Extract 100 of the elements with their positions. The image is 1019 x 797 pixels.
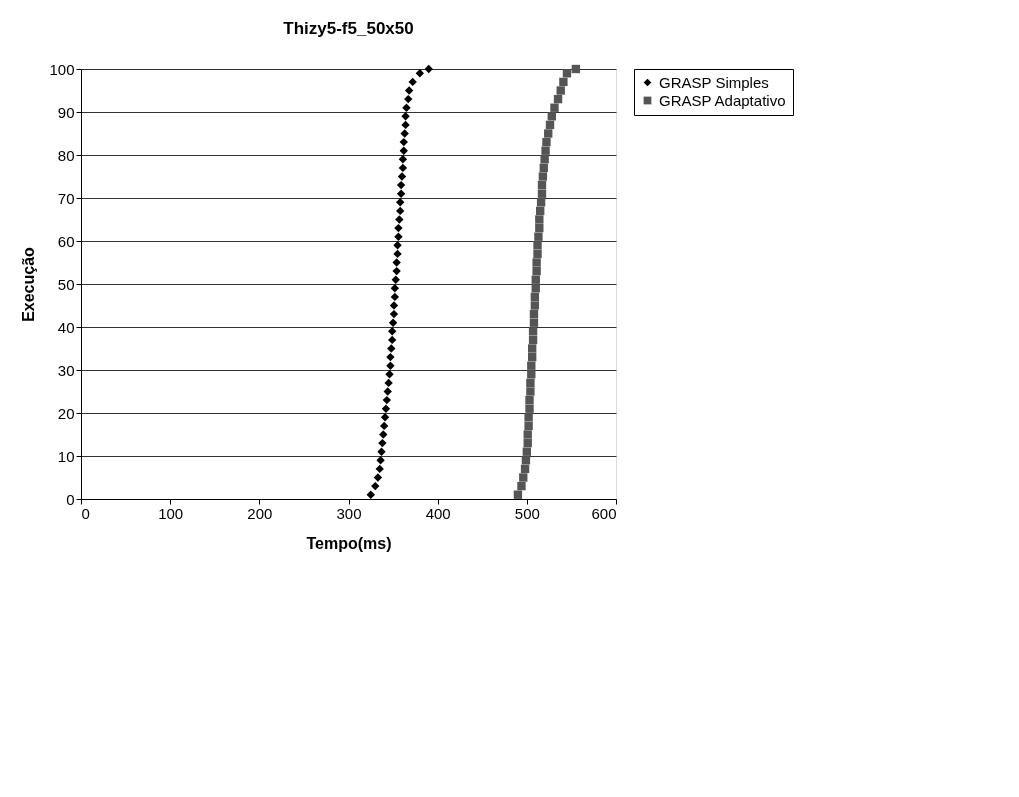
point bbox=[556, 86, 565, 95]
point bbox=[389, 309, 399, 319]
point bbox=[528, 335, 538, 345]
x-tick-label: 400 bbox=[425, 504, 451, 522]
y-tick-label: 80 bbox=[57, 146, 75, 164]
x-tick-label: 300 bbox=[336, 504, 362, 522]
point bbox=[395, 215, 404, 224]
point bbox=[534, 232, 543, 241]
point bbox=[547, 112, 556, 121]
y-axis-title: Execução bbox=[20, 246, 38, 322]
point bbox=[398, 163, 408, 173]
point bbox=[379, 430, 388, 439]
point bbox=[536, 206, 545, 216]
point bbox=[523, 438, 532, 448]
point bbox=[400, 129, 409, 138]
x-tick-label: 500 bbox=[514, 504, 540, 522]
x-axis-title: Tempo(ms) bbox=[306, 534, 392, 552]
point bbox=[537, 189, 547, 198]
point bbox=[390, 292, 400, 302]
point bbox=[396, 189, 406, 198]
point bbox=[529, 318, 539, 327]
point bbox=[375, 464, 384, 474]
point bbox=[517, 481, 526, 491]
point bbox=[519, 473, 528, 482]
point bbox=[424, 64, 433, 74]
point bbox=[527, 370, 536, 379]
point bbox=[402, 103, 411, 112]
point bbox=[530, 292, 540, 302]
point bbox=[513, 490, 523, 499]
point bbox=[393, 241, 402, 250]
point bbox=[521, 456, 531, 465]
point bbox=[533, 249, 542, 259]
point bbox=[545, 120, 555, 130]
point bbox=[393, 249, 402, 259]
point bbox=[541, 146, 550, 155]
point bbox=[384, 378, 393, 388]
point bbox=[525, 404, 534, 413]
point bbox=[398, 155, 408, 164]
y-tick-label: 100 bbox=[49, 60, 75, 78]
point bbox=[379, 421, 389, 431]
legend-label: GRASP Simples bbox=[659, 73, 769, 91]
point bbox=[394, 223, 403, 233]
point bbox=[366, 490, 375, 499]
x-tick-label: 200 bbox=[247, 504, 273, 522]
point bbox=[396, 198, 405, 207]
y-tick-label: 0 bbox=[66, 490, 75, 508]
point bbox=[524, 413, 533, 422]
point bbox=[388, 335, 397, 345]
point bbox=[533, 241, 542, 250]
point bbox=[562, 69, 572, 78]
point bbox=[520, 464, 530, 474]
point bbox=[381, 404, 391, 413]
point bbox=[392, 258, 401, 267]
point bbox=[401, 112, 410, 121]
chart-title: Thizy5-f5_50x50 bbox=[283, 19, 414, 38]
y-tick-label: 20 bbox=[57, 404, 75, 422]
x-tick-label: 0 bbox=[81, 504, 90, 522]
point bbox=[532, 258, 541, 267]
point bbox=[523, 430, 532, 439]
point bbox=[377, 447, 386, 456]
y-tick-label: 30 bbox=[57, 361, 75, 379]
point bbox=[527, 361, 536, 370]
point bbox=[371, 481, 380, 491]
point bbox=[394, 232, 403, 241]
point bbox=[571, 64, 581, 74]
point bbox=[528, 327, 538, 336]
point bbox=[531, 284, 540, 293]
point bbox=[404, 94, 413, 104]
point bbox=[531, 275, 540, 284]
point bbox=[391, 275, 400, 284]
point bbox=[524, 421, 533, 431]
point bbox=[383, 387, 392, 396]
point bbox=[396, 180, 406, 190]
point bbox=[536, 198, 546, 207]
point bbox=[539, 163, 548, 173]
point bbox=[385, 370, 394, 379]
point bbox=[544, 129, 553, 138]
point bbox=[415, 69, 425, 78]
point bbox=[388, 327, 397, 336]
point bbox=[553, 94, 563, 104]
point bbox=[559, 77, 568, 87]
point bbox=[530, 301, 540, 310]
point bbox=[542, 137, 551, 147]
y-tick-label: 60 bbox=[57, 232, 75, 250]
x-tick-label: 100 bbox=[158, 504, 184, 522]
point bbox=[386, 352, 395, 362]
point bbox=[376, 456, 385, 465]
point bbox=[550, 103, 559, 112]
point bbox=[388, 318, 398, 327]
point bbox=[404, 86, 414, 95]
point bbox=[538, 172, 548, 181]
point bbox=[522, 447, 532, 456]
point bbox=[390, 284, 400, 293]
point bbox=[386, 361, 395, 370]
point bbox=[387, 344, 396, 353]
point bbox=[378, 438, 387, 448]
point bbox=[392, 266, 401, 276]
y-tick-label: 90 bbox=[57, 103, 75, 121]
point bbox=[528, 344, 537, 353]
point bbox=[399, 137, 408, 147]
